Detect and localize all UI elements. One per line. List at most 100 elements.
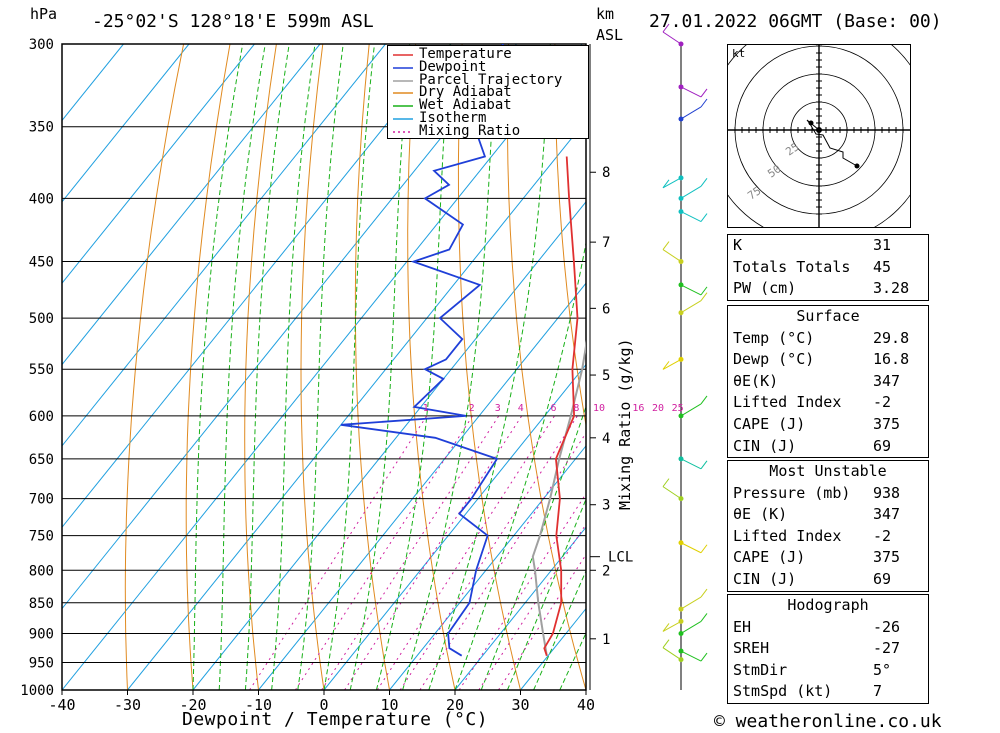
pressure-tick-label: 500 — [29, 311, 54, 327]
mixing-ratio-axis-label: Mixing Ratio (g/kg) — [616, 338, 634, 510]
most-unstable-row: CAPE (J) 375 — [733, 548, 901, 567]
pressure-tick-label: 950 — [29, 655, 54, 671]
height-tick-label: 8 — [602, 165, 610, 181]
mixing-ratio-label: 2 — [469, 403, 475, 414]
hodograph-trace — [806, 119, 858, 167]
height-tick-label: 4 — [602, 431, 610, 447]
mixing-ratio-label: 8 — [573, 403, 579, 414]
wind-barb — [662, 618, 684, 632]
wind-barb — [678, 98, 708, 122]
isotherm-line — [192, 200, 586, 690]
wind-barb-staff — [680, 106, 702, 120]
wind-barb — [678, 456, 708, 470]
legend: Temperature Dewpoint Parcel Trajectory Dry … — [387, 45, 589, 139]
wind-barb-staff — [680, 650, 702, 662]
wind-barb — [662, 241, 684, 265]
x-tick-label: 20 — [446, 696, 464, 714]
legend-item: Dry Adiabat — [391, 86, 586, 99]
mixing-ratio-label: 3 — [495, 403, 501, 414]
wind-barb-staff — [680, 542, 702, 554]
legend-swatch — [393, 130, 413, 133]
parcel-trajectory-line — [531, 339, 586, 656]
wind-barb-feather — [662, 179, 670, 189]
legend-item: Dewpoint — [391, 60, 586, 74]
wind-barb-staff — [662, 620, 682, 632]
height-tick-label: 1 — [602, 632, 610, 648]
mixing-ratio-line — [249, 415, 428, 690]
pressure-tick-label: 550 — [29, 362, 54, 378]
x-tick-label: -10 — [245, 696, 272, 714]
wet-adiabat-line — [349, 44, 411, 690]
wet-adiabat-line — [297, 44, 344, 690]
isotherm-line — [323, 363, 586, 690]
most-unstable-title: Most Unstable — [769, 462, 887, 480]
hodograph-stats-row: EH -26 — [733, 617, 901, 636]
wind-barb-staff — [680, 185, 702, 199]
wind-barb — [678, 540, 708, 554]
height-tick-label: 3 — [602, 498, 610, 514]
wind-barb-feather — [700, 88, 708, 98]
wind-barb-staff — [662, 486, 682, 500]
most-unstable-panel: Most Unstable Pressure (mb) 938 θE (K) 347… — [727, 460, 929, 592]
index-row: Totals Totals 45 — [733, 257, 892, 276]
pressure-tick-label: 600 — [29, 409, 54, 425]
mixing-ratio-label: 20 — [652, 403, 664, 414]
height-tick-label: 7 — [602, 235, 610, 251]
surface-row: θE(K) 347 — [733, 371, 901, 390]
wind-barb-feather — [700, 544, 708, 554]
mixing-ratio-line — [399, 415, 578, 690]
wet-adiabat-line — [192, 44, 244, 690]
pressure-tick-label: 300 — [29, 37, 54, 53]
wet-adiabat-line — [244, 44, 290, 690]
hodograph-stats-row: StmDir 5° — [733, 660, 892, 679]
dry-adiabat-line — [124, 44, 185, 690]
wind-barb-staff — [662, 647, 682, 661]
legend-swatch — [393, 79, 413, 82]
dry-adiabat-line — [244, 44, 277, 690]
wind-barb-staff — [662, 177, 682, 189]
wind-barb — [662, 356, 684, 370]
hodograph: kt 25 50 75 — [727, 44, 911, 228]
pressure-tick-label: 900 — [29, 626, 54, 642]
dry-adiabat-line — [554, 44, 586, 428]
dry-adiabat-line — [926, 44, 1000, 690]
hodograph-unit-label: kt — [732, 47, 745, 60]
pressure-unit-label: hPa — [30, 5, 58, 23]
wind-barb-feather — [700, 286, 708, 296]
wind-barb-feather — [700, 395, 708, 405]
wind-barb-feather — [700, 213, 708, 222]
wet-adiabat-line — [480, 405, 586, 690]
hodograph-stats-panel: Hodograph EH -26 SREH -27 StmDir 5° StmSpd … — [727, 594, 929, 704]
datetime-title: 27.01.2022 06GMT (Base: 00) — [649, 11, 942, 32]
wind-barb-staff — [662, 249, 682, 262]
pressure-tick-label: 750 — [29, 529, 54, 545]
pressure-tick-label: 400 — [29, 191, 54, 207]
wind-barb — [678, 292, 708, 316]
surface-row: Temp (°C) 29.8 — [733, 328, 910, 347]
surface-panel: Surface Temp (°C) 29.8 Dewp (°C) 16.8 θE(K… — [727, 305, 929, 459]
legend-label: Dry Adiabat — [419, 84, 512, 101]
legend-label: Wet Adiabat — [419, 97, 512, 114]
location-title: -25°02'S 128°18'E 599m ASL — [92, 11, 374, 32]
credit-link[interactable]: © weatheronline.co.uk — [714, 711, 942, 732]
surface-row: Dewp (°C) 16.8 — [733, 350, 910, 369]
legend-label: Temperature — [419, 46, 512, 62]
x-tick-label: -20 — [179, 696, 206, 714]
height-unit-label: km — [596, 5, 615, 23]
wind-barb — [678, 178, 708, 201]
isotherm-line — [62, 44, 517, 610]
storm-motion-marker — [816, 127, 822, 133]
x-axis-label: Dewpoint / Temperature (°C) — [182, 709, 489, 730]
wind-barb-staff — [680, 86, 702, 98]
legend-item: Parcel Trajectory — [391, 73, 586, 86]
wind-barb-feather — [700, 292, 708, 301]
hodograph-ring-label: 75 — [745, 184, 763, 202]
x-tick-label: 40 — [577, 696, 595, 714]
isotherm-line — [62, 44, 583, 690]
wind-barb — [662, 639, 684, 663]
mixing-ratio-label: 25 — [672, 403, 684, 414]
mixing-ratio-label: 10 — [593, 403, 605, 414]
wind-barb-feather — [700, 613, 708, 622]
wind-barb-staff — [680, 403, 702, 417]
mixing-ratio-line — [498, 553, 586, 690]
